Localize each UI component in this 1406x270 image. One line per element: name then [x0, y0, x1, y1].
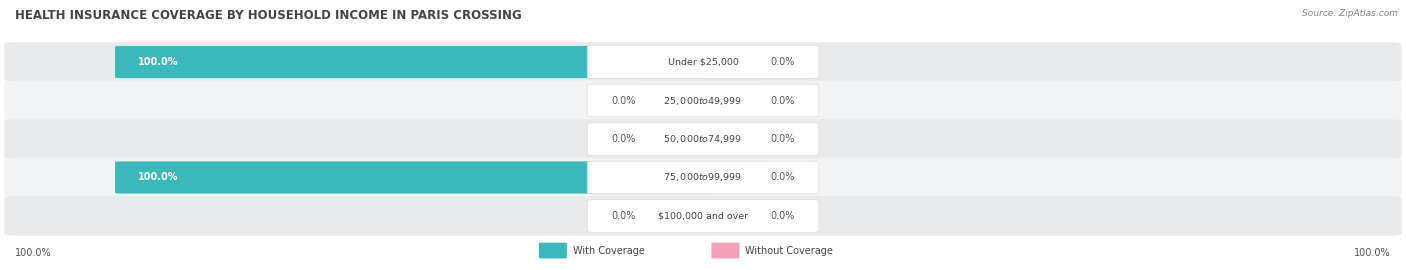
FancyBboxPatch shape [588, 123, 818, 155]
Text: 0.0%: 0.0% [612, 134, 636, 144]
Text: 100.0%: 100.0% [1354, 248, 1391, 258]
FancyBboxPatch shape [538, 243, 567, 258]
Text: Under $25,000: Under $25,000 [668, 58, 738, 66]
FancyBboxPatch shape [699, 162, 763, 193]
FancyBboxPatch shape [588, 161, 818, 194]
Text: 0.0%: 0.0% [770, 211, 794, 221]
FancyBboxPatch shape [588, 84, 818, 117]
FancyBboxPatch shape [643, 123, 707, 155]
Text: $25,000 to $49,999: $25,000 to $49,999 [664, 94, 742, 107]
FancyBboxPatch shape [4, 119, 1402, 159]
Text: $100,000 and over: $100,000 and over [658, 211, 748, 221]
FancyBboxPatch shape [588, 200, 818, 232]
Text: 0.0%: 0.0% [770, 134, 794, 144]
FancyBboxPatch shape [699, 200, 763, 232]
FancyBboxPatch shape [588, 46, 818, 78]
FancyBboxPatch shape [4, 42, 1402, 82]
FancyBboxPatch shape [4, 158, 1402, 197]
Text: Source: ZipAtlas.com: Source: ZipAtlas.com [1302, 9, 1398, 18]
Text: $50,000 to $74,999: $50,000 to $74,999 [664, 133, 742, 145]
FancyBboxPatch shape [643, 200, 707, 232]
Text: 100.0%: 100.0% [15, 248, 52, 258]
Text: With Coverage: With Coverage [572, 246, 644, 256]
FancyBboxPatch shape [4, 196, 1402, 236]
FancyBboxPatch shape [115, 161, 709, 194]
FancyBboxPatch shape [699, 123, 763, 155]
FancyBboxPatch shape [699, 85, 763, 116]
Text: 0.0%: 0.0% [770, 57, 794, 67]
FancyBboxPatch shape [699, 46, 763, 78]
Text: HEALTH INSURANCE COVERAGE BY HOUSEHOLD INCOME IN PARIS CROSSING: HEALTH INSURANCE COVERAGE BY HOUSEHOLD I… [15, 9, 522, 22]
Text: $75,000 to $99,999: $75,000 to $99,999 [664, 171, 742, 184]
FancyBboxPatch shape [115, 46, 709, 78]
Text: 100.0%: 100.0% [138, 57, 179, 67]
Text: 0.0%: 0.0% [612, 211, 636, 221]
FancyBboxPatch shape [643, 85, 707, 116]
Text: 0.0%: 0.0% [612, 96, 636, 106]
Text: 0.0%: 0.0% [770, 173, 794, 183]
Text: 0.0%: 0.0% [770, 96, 794, 106]
Text: Without Coverage: Without Coverage [745, 246, 832, 256]
FancyBboxPatch shape [711, 243, 740, 258]
Text: 100.0%: 100.0% [138, 173, 179, 183]
FancyBboxPatch shape [4, 81, 1402, 120]
